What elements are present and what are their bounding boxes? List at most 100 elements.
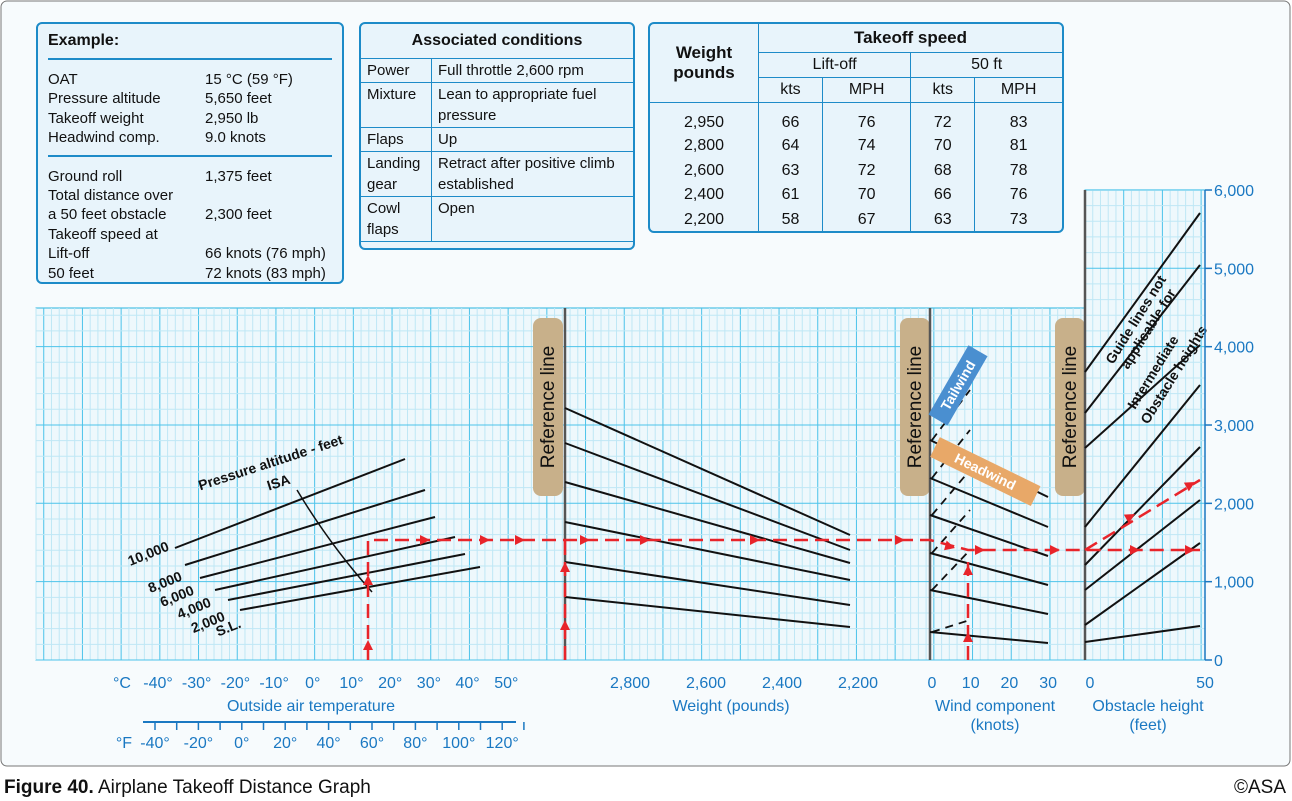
example-label: Total distance over: [48, 187, 174, 205]
caption-part: Airplane Takeoff Distance Graph: [98, 777, 371, 798]
oat-c-tick: -30°: [182, 675, 212, 692]
weight-line: [564, 481, 851, 564]
row: Lift-off 50 ft: [650, 52, 1062, 78]
condition-item: Mixture: [361, 82, 432, 128]
weight-line: [564, 407, 851, 536]
weight-tick: 2,200: [838, 675, 878, 692]
speed-cell: 64: [758, 134, 823, 159]
example-row: Pressure altitude 5,650 feet: [48, 89, 332, 108]
example-label: 50 feet: [48, 264, 94, 282]
oat-c-tick: 10°: [339, 675, 363, 692]
speed-cell: 73: [974, 207, 1062, 231]
oat-f-tick: -40°: [140, 735, 170, 752]
example-row: Ground roll 1,375 feet: [48, 167, 332, 186]
speed-cell: 63: [910, 207, 976, 231]
condition-value: Up: [431, 127, 633, 152]
condition-item: Power: [361, 58, 432, 83]
oat-f-tick: 80°: [403, 735, 427, 752]
reference-bar: [900, 318, 930, 496]
tailwind-line: [931, 619, 971, 633]
arrow-head: [480, 535, 490, 545]
tailwind-tag: [928, 345, 988, 426]
row: Associated conditions: [361, 24, 633, 59]
obstacle-line: [1084, 542, 1201, 626]
example-label: Ground roll: [48, 167, 123, 185]
weight-line: [564, 521, 851, 581]
condition-value: Full throttle 2,600 rpm: [431, 58, 633, 83]
arrow-head: [963, 632, 973, 642]
oat-c-tick: -10°: [259, 675, 289, 692]
speed-cell: 78: [974, 158, 1062, 183]
oat-f-tick: 120°: [486, 735, 519, 752]
arrow-head: [1183, 482, 1195, 492]
altitude-line: [239, 566, 481, 611]
example-row: Lift-off 66 knots (76 mph): [48, 244, 332, 263]
speed-cell: 76: [821, 102, 912, 134]
conditions-box: Associated conditions Power Full throttle …: [359, 22, 635, 250]
example-value: 2,950 lb: [205, 109, 259, 127]
weight-line: [564, 561, 851, 606]
speed-cell: 72: [821, 158, 912, 183]
tailwind-line: [931, 469, 971, 516]
arrow-head: [1123, 514, 1135, 524]
reference-label: Reference line: [1060, 346, 1081, 469]
obstacle-label: Obstacle height: [1092, 698, 1204, 715]
speed-unit: kts: [910, 77, 976, 103]
condition-item: Landing gear: [361, 151, 432, 197]
altitude-line: [199, 516, 436, 579]
oat-f-tick: 60°: [360, 735, 384, 752]
example-label: Takeoff speed at: [48, 225, 158, 243]
obstacle-line: [1084, 499, 1201, 591]
arrow-head: [975, 545, 985, 555]
speed-cell: 66: [758, 102, 823, 134]
example-value: 2,300 feet: [205, 206, 272, 224]
example-value: 72 knots (83 mph): [205, 264, 326, 282]
oat-c-tick: 50°: [494, 675, 518, 692]
oat-c-tick: -40°: [143, 675, 173, 692]
weight-header: Weight pounds: [650, 24, 759, 103]
speed-cell: 68: [910, 158, 976, 183]
wind-tick: 20: [1001, 675, 1019, 692]
example-label: Takeoff weight: [48, 109, 144, 127]
row: 2,600 63 72 68 78: [650, 158, 1062, 183]
row: 2,950 66 76 72 83: [650, 102, 1062, 134]
arrow-head: [963, 565, 973, 575]
distance-tick: 4,000: [1214, 340, 1254, 357]
wind-line: [929, 589, 1049, 615]
example-box: Example: OAT 15 °C (59 °F) Pressure altitud…: [36, 22, 344, 284]
oat-f-tick: -20°: [184, 735, 214, 752]
obstacle-tick: 0: [1086, 675, 1095, 692]
obstacle-line: [1084, 264, 1201, 414]
example-title: Example:: [48, 32, 332, 60]
conditions-title: Associated conditions: [361, 24, 633, 59]
speed-cell: 2,400: [650, 183, 759, 208]
arrow-head: [363, 575, 373, 585]
isa-line: [296, 489, 373, 593]
altitude-line: [214, 536, 456, 591]
weight-label: Weight (pounds): [672, 698, 789, 715]
arrow-head: [580, 535, 590, 545]
tailwind-line: [931, 509, 971, 554]
example-path: [1084, 478, 1201, 552]
speed-cell: 2,200: [650, 207, 759, 231]
example-label: OAT: [48, 71, 78, 88]
arrow-head: [560, 562, 570, 572]
example-label: Lift-off: [48, 245, 90, 263]
speed-cell: 81: [974, 134, 1062, 159]
arrow-head: [640, 535, 650, 545]
example-row: OAT 15 °C (59 °F): [48, 70, 332, 89]
oat-c-tick: 40°: [455, 675, 479, 692]
speed-box: Weight pounds Takeoff speed Lift-off 50 ft k…: [648, 22, 1064, 233]
oat-c-tick: 0°: [305, 675, 320, 692]
oat-label: Outside air temperature: [227, 698, 395, 715]
wind-label: Wind component: [935, 698, 1056, 715]
obstacle-line: [1084, 625, 1201, 643]
speed-cell: 66: [910, 183, 976, 208]
arrow-head: [1185, 545, 1195, 555]
speed-cell: 2,950: [650, 102, 759, 134]
speed-group: Lift-off: [757, 52, 912, 78]
example-row: Takeoff speed at: [48, 225, 332, 244]
altitude-line: [227, 553, 466, 601]
speed-cell: 2,600: [650, 158, 759, 183]
obstacle-tick: 50: [1196, 675, 1214, 692]
